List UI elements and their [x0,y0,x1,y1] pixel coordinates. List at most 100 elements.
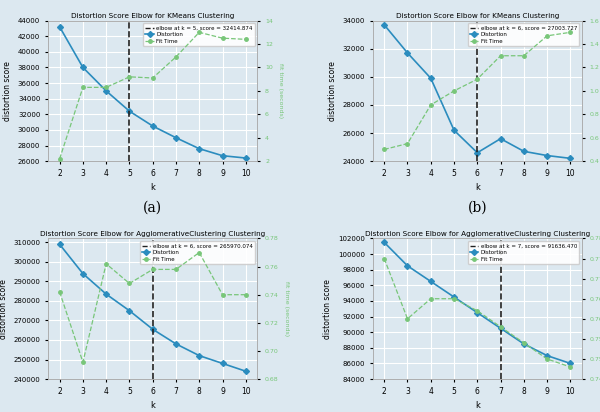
Fit Time [56,156,63,161]
Legend: elbow at k = 6, score = 265970.074, Distortion, Fit Time: elbow at k = 6, score = 265970.074, Dist… [140,241,254,264]
Distortion [172,342,179,346]
Title: Distortion Score Elbow for AgglomerativeClustering Clustering: Distortion Score Elbow for Agglomerative… [40,231,265,237]
Fit Time [219,36,226,41]
Text: (b): (b) [467,201,487,215]
Distortion [427,279,434,284]
Fit Time [544,356,551,361]
Distortion [567,361,574,366]
Fit Time [126,74,133,79]
Fit Time [567,365,574,370]
Fit Time [103,261,110,266]
X-axis label: k: k [150,183,155,192]
Fit Time [380,256,388,261]
Fit Time [149,75,157,80]
Distortion [520,149,527,154]
Fit Time [126,281,133,286]
Line: Distortion: Distortion [58,242,248,373]
Distortion [242,156,250,161]
Fit Time [380,147,388,152]
Distortion [451,295,458,300]
Distortion [126,109,133,114]
Distortion [196,146,203,151]
Fit Time [451,89,458,94]
Line: Fit Time: Fit Time [382,30,572,151]
Y-axis label: distortion score: distortion score [328,61,337,121]
Fit Time [172,54,179,59]
Y-axis label: fit time (seconds): fit time (seconds) [278,63,283,118]
Distortion [242,369,250,374]
Distortion [380,240,388,245]
Distortion [380,22,388,27]
Distortion [126,308,133,313]
Distortion [172,135,179,140]
Fit Time [427,103,434,108]
Distortion [196,353,203,358]
X-axis label: k: k [150,401,155,410]
Fit Time [427,296,434,301]
Legend: elbow at k = 7, score = 91636.470, Distortion, Fit Time: elbow at k = 7, score = 91636.470, Disto… [468,241,579,264]
Distortion [473,150,481,155]
Distortion [219,153,226,158]
Distortion [497,326,504,331]
X-axis label: k: k [475,183,480,192]
Distortion [149,124,157,129]
Distortion [103,89,110,94]
Line: Fit Time: Fit Time [58,251,248,364]
Title: Distortion Score Elbow for KMeans Clustering: Distortion Score Elbow for KMeans Cluste… [71,13,235,19]
Fit Time [544,33,551,38]
Title: Distortion Score Elbow for AgglomerativeClustering Clustering: Distortion Score Elbow for Agglomerative… [365,231,590,237]
Fit Time [242,292,250,297]
Text: (a): (a) [143,201,162,215]
Line: Distortion: Distortion [382,240,572,365]
Fit Time [56,289,63,294]
Distortion [544,353,551,358]
Distortion [451,128,458,133]
Distortion [219,361,226,366]
Fit Time [497,324,504,329]
Fit Time [404,141,411,146]
Fit Time [149,267,157,272]
Fit Time [172,267,179,272]
Fit Time [520,53,527,58]
Distortion [520,342,527,346]
Distortion [56,24,63,29]
Y-axis label: distortion score: distortion score [323,279,332,339]
Y-axis label: distortion score: distortion score [0,279,8,339]
Legend: elbow at k = 6, score = 27003.727, Distortion, Fit Time: elbow at k = 6, score = 27003.727, Disto… [468,23,579,46]
Title: Distortion Score Elbow for KMeans Clustering: Distortion Score Elbow for KMeans Cluste… [395,13,559,19]
Distortion [79,271,86,276]
Distortion [103,292,110,297]
Line: Fit Time: Fit Time [382,257,572,369]
Fit Time [520,340,527,345]
Legend: elbow at k = 5, score = 32414.874, Distortion, Fit Time: elbow at k = 5, score = 32414.874, Disto… [143,23,254,46]
Fit Time [473,308,481,313]
Distortion [56,242,63,247]
Y-axis label: fit time (seconds): fit time (seconds) [284,281,289,336]
Distortion [79,65,86,70]
Distortion [404,50,411,55]
Line: Distortion: Distortion [58,25,248,160]
Fit Time [497,53,504,58]
Fit Time [79,360,86,365]
X-axis label: k: k [475,401,480,410]
Fit Time [196,30,203,35]
Distortion [149,327,157,332]
Distortion [567,156,574,161]
Fit Time [473,77,481,82]
Fit Time [103,85,110,90]
Y-axis label: distortion score: distortion score [4,61,13,121]
Fit Time [79,85,86,90]
Distortion [404,263,411,268]
Fit Time [404,316,411,321]
Fit Time [219,292,226,297]
Distortion [473,310,481,315]
Line: Fit Time: Fit Time [58,30,248,161]
Distortion [427,76,434,81]
Line: Distortion: Distortion [382,23,572,160]
Distortion [544,153,551,158]
Fit Time [451,296,458,301]
Fit Time [196,250,203,255]
Distortion [497,136,504,141]
Fit Time [242,37,250,42]
Fit Time [567,30,574,35]
